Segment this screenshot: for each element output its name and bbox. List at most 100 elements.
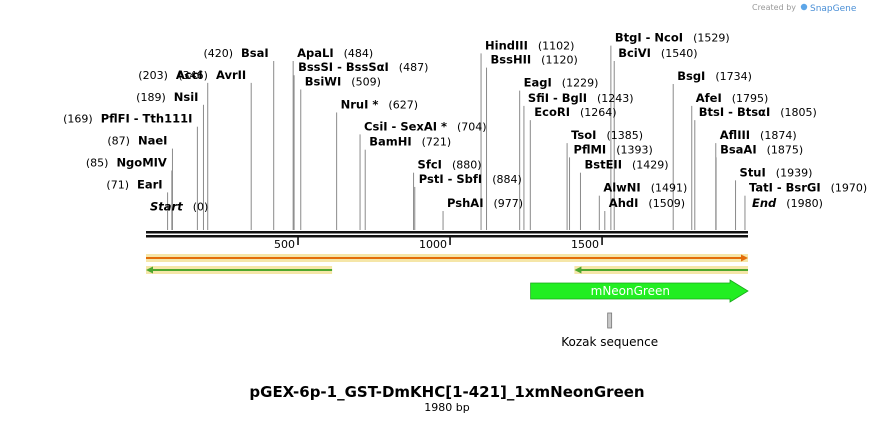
site-label-nsii: NsiI [174,90,199,104]
site-position-nrui: (627) [388,98,418,111]
site-label-sfci: SfcI [418,158,442,172]
backbone-top-strand [146,231,748,234]
site-label-afei: AfeI [696,91,722,105]
site-position-ecori: (1264) [580,106,617,119]
kozak-marker [607,312,613,329]
ruler-tick-label: 1000 [419,238,447,251]
site-label-hindiii: HindIII [485,38,528,52]
orf-arrowhead [574,266,582,274]
site-position-csii-sexai: (704) [457,120,487,133]
cut-site-lines [167,45,746,230]
ruler: 500 1000 1500 [274,237,603,251]
site-position-bamhi: (721) [422,136,452,149]
site-position-sfii-bgli: (1243) [597,92,634,105]
features-track: mNeonGreen Kozak sequence [146,254,749,349]
site-label-bsiwi: BsiWI [305,74,342,88]
site-position-pflfi-tth111i: (169) [63,113,93,126]
site-position-bsai: (420) [203,47,233,60]
site-position-psti-sbfi: (884) [492,173,522,186]
site-label-ngomiv: NgoMIV [116,156,166,170]
snapgene-credit: Created by SnapGene [752,3,857,14]
site-position-pshai: (977) [493,197,523,210]
site-label-btsi-bts-i: BtsI - BtsαI [699,105,770,119]
site-position-stui: (1939) [776,166,813,179]
site-label-avrii: AvrII [216,68,246,82]
feature-label: mNeonGreen [591,284,670,298]
site-position-afliii: (1874) [760,129,797,142]
site-position-start: (0) [193,200,209,213]
site-label-end: End [752,196,777,210]
site-label-eari: EarI [137,177,163,191]
site-label-bsai: BsaI [241,46,269,60]
site-position-bcivi: (1540) [661,47,698,60]
site-label-nrui: NruI * [341,97,379,111]
site-position-tsoi: (1385) [606,129,643,142]
site-label-bsshii: BssHII [491,53,532,67]
site-label-pflfi-tth111i: PflFI - Tth111I [101,112,193,126]
site-position-end: (1980) [786,197,823,210]
site-position-btgi-ncoi: (1529) [693,32,730,45]
site-position-ngomiv: (85) [86,157,109,170]
site-label-bsgi: BsgI [677,69,705,83]
orf-arrowhead [146,266,153,274]
site-label-afliii: AflIII [720,128,750,142]
site-label-apali: ApaLI [297,46,334,60]
site-label-tsoi: TsoI [571,128,596,142]
sequence-backbone [146,231,748,238]
site-position-bsshii: (1120) [541,54,578,67]
cut-site-labels: Start (0) EarI (71) NgoMIV (85) NaeI (87) PflFI … [63,31,867,214]
site-label-start: Start [150,199,183,213]
site-label-stui: StuI [740,165,766,179]
site-position-bsaai: (1875) [767,143,804,156]
credit-brand: SnapGene [810,4,857,14]
site-position-tati-bsrgi: (1970) [831,182,868,195]
site-label-bcivi: BciVI [618,46,651,60]
site-label-pflmi: PflMI [574,142,607,156]
site-position-eagi: (1229) [562,77,599,90]
site-position-apali: (484) [344,47,374,60]
site-label-sfii-bgli: SfiI - BglI [528,91,587,105]
site-position-bsteii: (1429) [632,159,669,172]
site-label-acci: AccI [176,68,203,82]
site-position-afei: (1795) [732,92,769,105]
site-position-ahdi: (1509) [648,197,685,210]
site-position-bsiwi: (509) [351,75,381,88]
ruler-tick-label: 1500 [571,238,599,251]
site-position-eari: (71) [106,178,129,191]
kozak-label: Kozak sequence [561,335,658,349]
sequence-title: pGEX-6p-1_GST-DmKHC[1-421]_1xmNeonGreen [249,383,644,401]
site-position-btsi-bts-i: (1805) [780,106,817,119]
snapgene-logo-icon [800,3,808,11]
site-label-naei: NaeI [138,134,167,148]
site-label-alwni: AlwNI [603,181,640,195]
sequence-length: 1980 bp [424,401,469,414]
site-label-ecori: EcoRI [534,105,570,119]
site-label-psti-sbfi: PstI - SbfI [419,172,482,186]
site-position-alwni: (1491) [651,182,688,195]
site-position-bsgi: (1734) [715,70,752,83]
site-position-pflmi: (1393) [616,143,653,156]
site-label-eagi: EagI [524,76,552,90]
orf-arrowhead [741,254,748,262]
backbone-bottom-strand [146,235,748,238]
site-label-tati-bsrgi: TatI - BsrGI [749,181,821,195]
site-label-csii-sexai: CsiI - SexAI * [364,119,447,133]
site-position-nsii: (189) [136,91,166,104]
site-position-hindiii: (1102) [538,39,575,52]
site-position-bsssi-bsss-i: (487) [399,61,429,74]
site-label-pshai: PshAI [447,196,483,210]
credit-text: Created by [752,3,796,12]
site-label-bsssi-bsss-i: BssSI - BssSαI [298,60,389,74]
site-label-btgi-ncoi: BtgI - NcoI [615,31,683,45]
ruler-tick-label: 500 [274,238,295,251]
site-label-bamhi: BamHI [369,135,411,149]
feature-mneongreen-arrow [530,279,749,303]
site-position-acci: (203) [138,69,168,82]
site-position-sfci: (880) [452,159,482,172]
site-position-naei: (87) [107,135,130,148]
site-label-bsaai: BsaAI [720,142,757,156]
site-label-bsteii: BstEII [584,158,622,172]
site-label-ahdi: AhdI [609,196,639,210]
site-position-avrii: (346) [178,69,208,82]
